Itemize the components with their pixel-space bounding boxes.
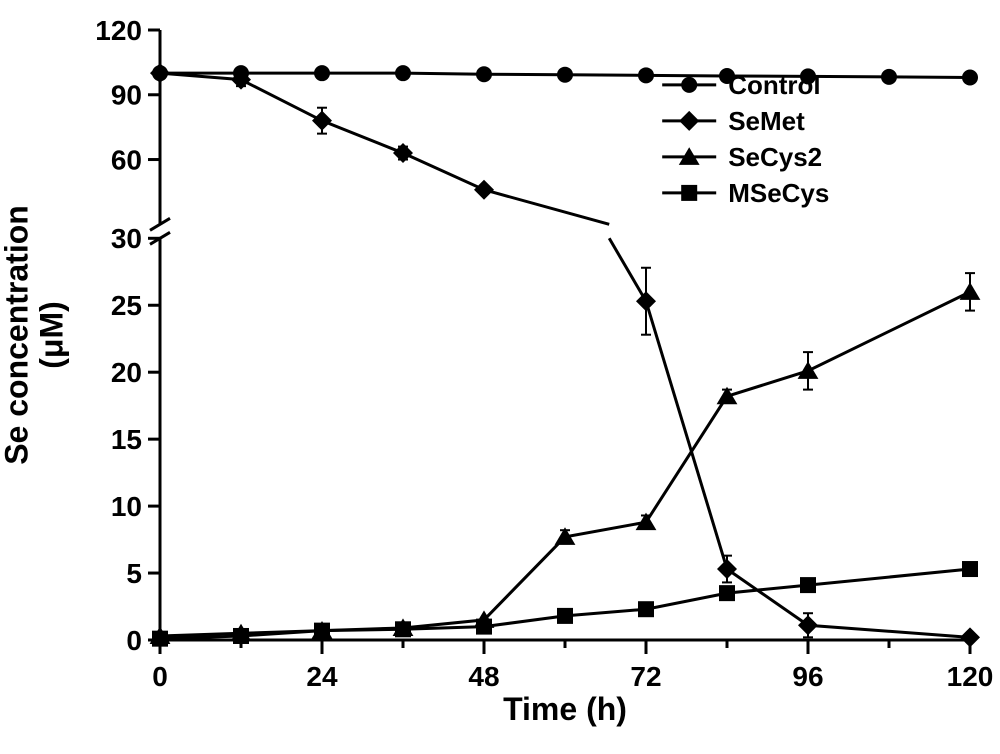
marker-circle xyxy=(557,67,573,83)
marker-square xyxy=(800,577,816,593)
marker-square xyxy=(476,619,492,635)
marker-square xyxy=(557,608,573,624)
legend-label: SeMet xyxy=(728,106,805,136)
marker-circle xyxy=(395,65,411,81)
marker-circle xyxy=(638,67,654,83)
x-tick-label: 72 xyxy=(630,661,661,692)
y-tick-label: 0 xyxy=(126,625,142,656)
x-axis-title: Time (h) xyxy=(503,691,627,727)
x-tick-label: 96 xyxy=(792,661,823,692)
marker-square xyxy=(314,623,330,639)
legend-label: Control xyxy=(728,70,820,100)
y-tick-label: 60 xyxy=(111,144,142,175)
marker-square xyxy=(638,601,654,617)
y-tick-label: 25 xyxy=(111,290,142,321)
y-tick-label: 20 xyxy=(111,357,142,388)
y-tick-label: 120 xyxy=(95,15,142,46)
legend-label: MSeCys xyxy=(728,178,829,208)
marker-square xyxy=(962,561,978,577)
marker-square xyxy=(152,631,168,647)
x-tick-label: 48 xyxy=(468,661,499,692)
y-tick-label: 15 xyxy=(111,424,142,455)
marker-circle xyxy=(962,69,978,85)
marker-square xyxy=(719,585,735,601)
x-tick-label: 24 xyxy=(306,661,338,692)
marker-circle xyxy=(314,65,330,81)
marker-circle xyxy=(881,69,897,85)
marker-square xyxy=(395,621,411,637)
y-tick-label: 5 xyxy=(126,558,142,589)
chart-svg: 0 24 48 72 96 120 0 5 10 15 20 25 30 60 90 120 Time (h) S… xyxy=(0,0,1000,754)
y-tick-label: 30 xyxy=(111,223,142,254)
x-tick-label: 0 xyxy=(152,661,168,692)
marker-square xyxy=(681,185,697,201)
chart-container: 0 24 48 72 96 120 0 5 10 15 20 25 30 60 90 120 Time (h) S… xyxy=(0,0,1000,754)
y-tick-label: 90 xyxy=(111,80,142,111)
marker-circle xyxy=(476,66,492,82)
legend-label: SeCys2 xyxy=(728,142,822,172)
marker-square xyxy=(233,628,249,644)
y-tick-label: 10 xyxy=(111,491,142,522)
marker-circle xyxy=(681,77,697,93)
x-tick-label: 120 xyxy=(947,661,994,692)
